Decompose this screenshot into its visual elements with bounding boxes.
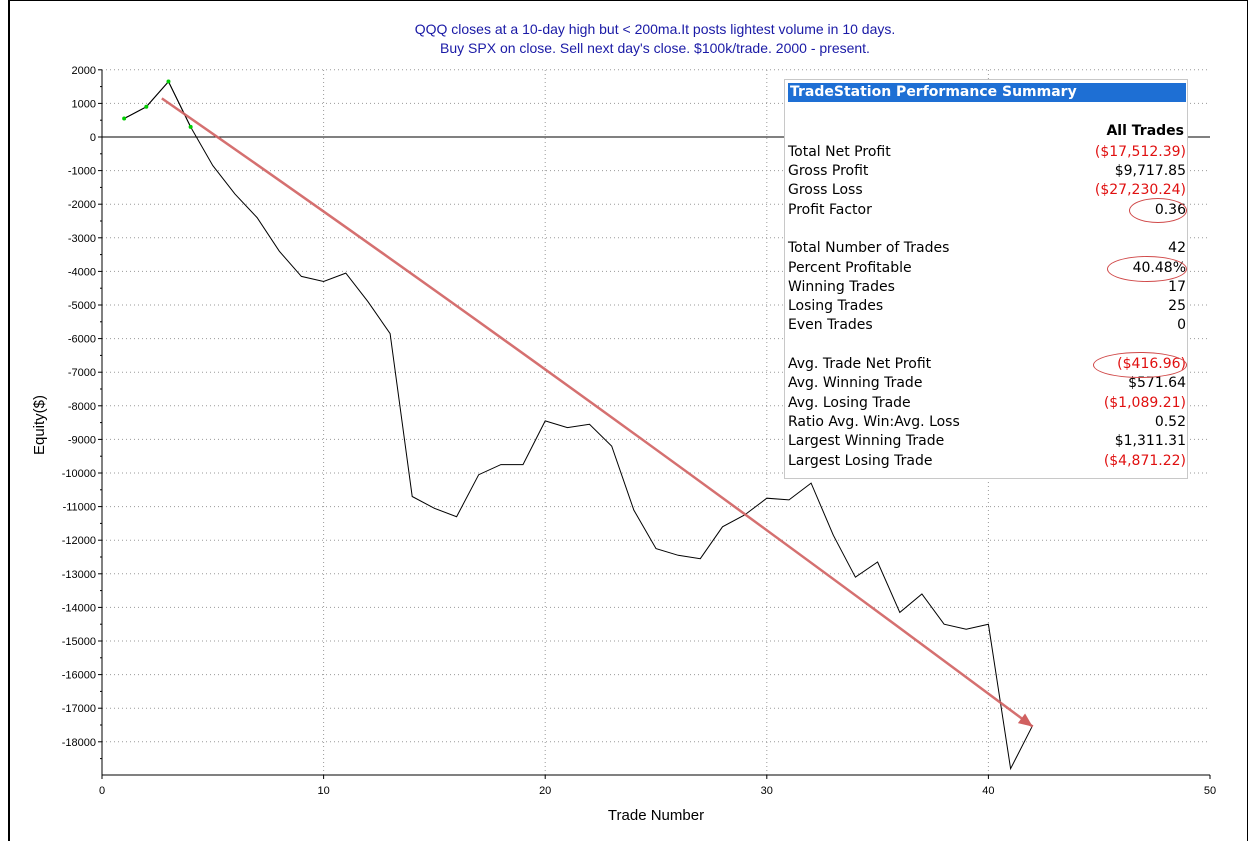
equity-series bbox=[122, 79, 1034, 771]
y-tick-label: -17000 bbox=[62, 703, 96, 715]
chart-subtitle: Buy SPX on close. Sell next day's close.… bbox=[440, 40, 870, 56]
trend-arrow bbox=[161, 97, 1034, 728]
summary-row: Winning Trades 17 bbox=[788, 278, 1186, 297]
summary-column-header: All Trades bbox=[1106, 123, 1184, 139]
summary-label: Avg. Trade Net Profit bbox=[788, 356, 932, 372]
summary-label: Largest Losing Trade bbox=[788, 453, 933, 469]
summary-value: $571.64 bbox=[1128, 375, 1186, 391]
positive-point bbox=[144, 104, 149, 109]
summary-label: Losing Trades bbox=[788, 298, 884, 314]
summary-row: Avg. Trade Net Profit ($416.96) bbox=[788, 355, 1186, 374]
x-tick-label: 0 bbox=[99, 785, 105, 797]
x-tick-label: 40 bbox=[982, 785, 994, 797]
y-tick-label: -1000 bbox=[68, 166, 96, 178]
summary-label: Winning Trades bbox=[788, 279, 895, 295]
summary-value: ($4,871.22) bbox=[1103, 453, 1186, 469]
summary-row: Gross Profit $9,717.85 bbox=[788, 162, 1186, 181]
y-tick-label: 1000 bbox=[72, 98, 96, 110]
positive-segment bbox=[123, 106, 147, 119]
y-tick-label: -4000 bbox=[68, 266, 96, 278]
summary-label: Gross Loss bbox=[788, 182, 863, 198]
y-tick-label: -3000 bbox=[68, 233, 96, 245]
chart-title: QQQ closes at a 10-day high but < 200ma.… bbox=[415, 21, 896, 37]
summary-label: Gross Profit bbox=[788, 163, 869, 179]
y-tick-label: -10000 bbox=[62, 468, 96, 480]
positive-segment bbox=[145, 81, 169, 108]
y-tick-label: -6000 bbox=[68, 334, 96, 346]
summary-value: ($416.96) bbox=[1117, 356, 1186, 372]
summary-row: Largest Winning Trade $1,311.31 bbox=[788, 432, 1186, 451]
summary-value: ($1,089.21) bbox=[1103, 395, 1186, 411]
summary-label: Even Trades bbox=[788, 317, 873, 333]
positive-point bbox=[122, 116, 127, 121]
positive-point bbox=[166, 79, 171, 84]
trend-arrow-head bbox=[1017, 713, 1033, 727]
summary-value: 0 bbox=[1177, 317, 1186, 333]
summary-row: Avg. Losing Trade ($1,089.21) bbox=[788, 394, 1186, 413]
performance-summary: TradeStation Performance Summary All Tra… bbox=[784, 79, 1188, 479]
summary-label: Ratio Avg. Win:Avg. Loss bbox=[788, 414, 960, 430]
y-tick-label: -18000 bbox=[62, 737, 96, 749]
summary-label: Total Number of Trades bbox=[788, 240, 950, 256]
y-tick-label: -9000 bbox=[68, 434, 96, 446]
summary-row: Ratio Avg. Win:Avg. Loss 0.52 bbox=[788, 413, 1186, 432]
summary-row: Even Trades 0 bbox=[788, 316, 1186, 335]
summary-row: Percent Profitable 40.48% bbox=[788, 259, 1186, 278]
summary-row: Total Net Profit ($17,512.39) bbox=[788, 143, 1186, 162]
summary-value: 0.36 bbox=[1154, 202, 1186, 218]
summary-value: 0.52 bbox=[1154, 414, 1186, 430]
x-tick-label: 20 bbox=[539, 785, 551, 797]
y-tick-label: -15000 bbox=[62, 636, 96, 648]
summary-row: Largest Losing Trade ($4,871.22) bbox=[788, 452, 1186, 471]
summary-value: $1,311.31 bbox=[1114, 433, 1186, 449]
summary-value: ($17,512.39) bbox=[1094, 144, 1186, 160]
summary-value: 40.48% bbox=[1132, 260, 1186, 276]
summary-title: TradeStation Performance Summary bbox=[788, 83, 1186, 102]
positive-point bbox=[188, 124, 193, 129]
summary-label: Avg. Winning Trade bbox=[788, 375, 923, 391]
tick-labels: 0 10 20 30 40 50 2000 1000 0 -1000 -2000 -3000 -4000… bbox=[62, 65, 1216, 797]
x-tick-label: 50 bbox=[1204, 785, 1216, 797]
summary-label: Largest Winning Trade bbox=[788, 433, 945, 449]
x-tick-label: 10 bbox=[317, 785, 329, 797]
summary-row: Profit Factor 0.36 bbox=[788, 201, 1186, 220]
summary-value: ($27,230.24) bbox=[1094, 182, 1186, 198]
summary-value: 25 bbox=[1168, 298, 1186, 314]
y-tick-label: -14000 bbox=[62, 602, 96, 614]
summary-label: Total Net Profit bbox=[788, 144, 891, 160]
summary-row: Total Number of Trades 42 bbox=[788, 239, 1186, 258]
x-tick-label: 30 bbox=[761, 785, 773, 797]
y-tick-label: -2000 bbox=[68, 199, 96, 211]
y-tick-label: -13000 bbox=[62, 569, 96, 581]
summary-row: Losing Trades 25 bbox=[788, 297, 1186, 316]
summary-label: Percent Profitable bbox=[788, 260, 912, 276]
summary-row: Avg. Winning Trade $571.64 bbox=[788, 374, 1186, 393]
chart-frame bbox=[8, 0, 1248, 841]
y-tick-label: -12000 bbox=[62, 535, 96, 547]
positive-segment bbox=[168, 81, 192, 128]
summary-value: 17 bbox=[1168, 279, 1186, 295]
summary-row: Gross Loss ($27,230.24) bbox=[788, 181, 1186, 200]
y-tick-label: 0 bbox=[90, 132, 96, 144]
y-tick-label: -5000 bbox=[68, 300, 96, 312]
summary-label: Profit Factor bbox=[788, 202, 872, 218]
y-tick-label: -8000 bbox=[68, 401, 96, 413]
y-axis-title: Equity($) bbox=[31, 395, 48, 455]
x-axis-title: Trade Number bbox=[608, 807, 704, 824]
equity-line bbox=[123, 80, 1034, 771]
summary-value: $9,717.85 bbox=[1114, 163, 1186, 179]
summary-value: 42 bbox=[1168, 240, 1186, 256]
y-tick-label: -11000 bbox=[63, 502, 96, 514]
y-tick-label: -7000 bbox=[68, 367, 96, 379]
summary-label: Avg. Losing Trade bbox=[788, 395, 911, 411]
y-tick-label: 2000 bbox=[72, 65, 96, 77]
trend-arrow-shaft bbox=[161, 97, 1034, 728]
y-tick-label: -16000 bbox=[62, 670, 96, 682]
